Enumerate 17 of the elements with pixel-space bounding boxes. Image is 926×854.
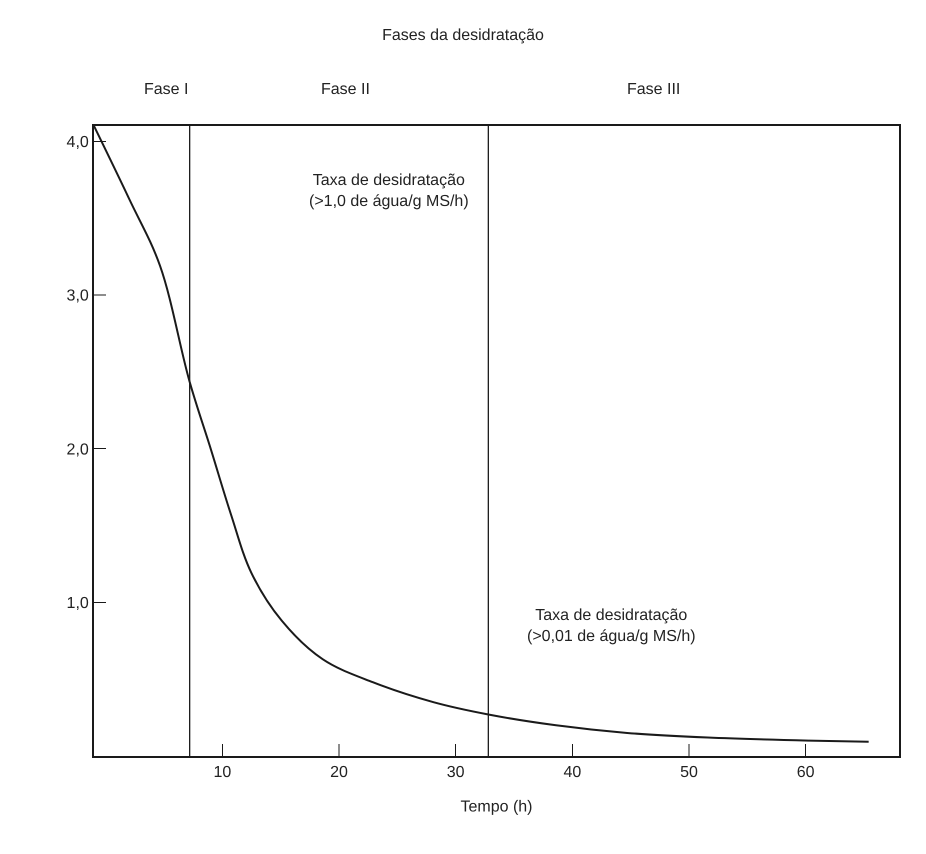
text: Fase III (627, 81, 680, 98)
x-tick-label: 10 (213, 764, 232, 782)
text: Fase I (144, 81, 188, 98)
y-tick-label: 2,0 (66, 441, 89, 458)
x-tick-label: 40 (563, 764, 582, 782)
text: Fase II (321, 81, 370, 98)
x-tick-label: 60 (796, 764, 815, 782)
y-tick-label: 3,0 (66, 288, 89, 305)
annotation: Taxa de desidratação (>0,01 de água/g MS/h) (527, 607, 696, 645)
x-axis-title: Tempo (h) (460, 798, 533, 816)
y-tick-label: 4,0 (66, 134, 89, 151)
chart-title: Fases da desidratação (382, 26, 544, 44)
x-tick-label: 50 (680, 764, 698, 782)
x-tick-label: 30 (446, 764, 465, 782)
annotation: Taxa de desidratação (>1,0 de água/g MS/h) (309, 172, 469, 210)
y-tick-label: 1,0 (66, 594, 89, 612)
x-tick-label: 20 (330, 764, 348, 782)
